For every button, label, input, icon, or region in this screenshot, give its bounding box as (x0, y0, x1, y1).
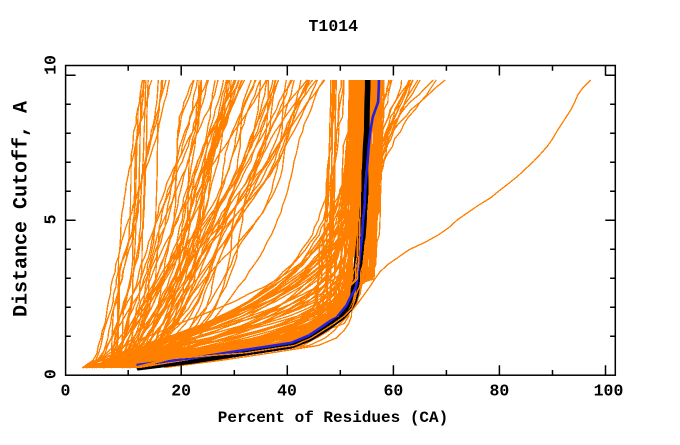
svg-text:60: 60 (383, 382, 403, 401)
svg-text:80: 80 (489, 382, 509, 401)
svg-text:10: 10 (42, 55, 61, 75)
svg-text:Distance Cutoff, A: Distance Cutoff, A (11, 101, 34, 317)
svg-text:Percent of Residues (CA): Percent of Residues (CA) (218, 409, 448, 427)
svg-text:40: 40 (277, 382, 297, 401)
svg-text:0: 0 (42, 369, 61, 379)
svg-text:5: 5 (42, 214, 61, 224)
svg-text:T1014: T1014 (309, 17, 359, 36)
svg-text:20: 20 (171, 382, 191, 401)
svg-text:0: 0 (60, 382, 70, 401)
svg-text:100: 100 (594, 382, 624, 401)
